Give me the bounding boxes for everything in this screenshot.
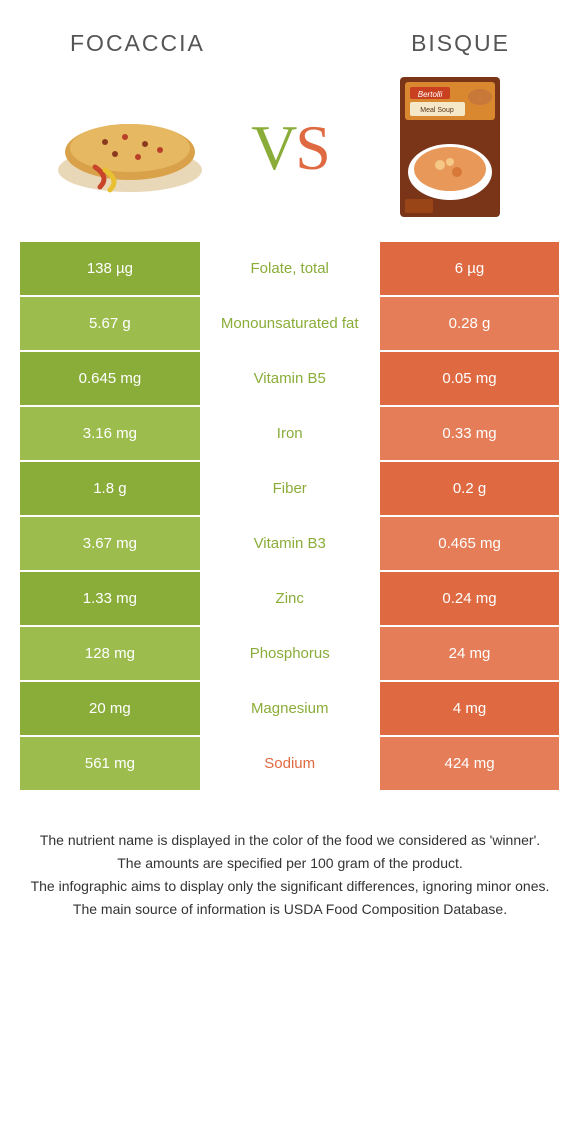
nutrient-label: Phosphorus xyxy=(200,627,380,680)
left-value: 128 mg xyxy=(20,627,200,680)
bisque-image: Bertolli Meal Soup xyxy=(370,77,530,217)
vs-v: V xyxy=(251,112,295,183)
title-left: Focaccia xyxy=(70,30,205,57)
left-value: 20 mg xyxy=(20,682,200,735)
table-row: 20 mgMagnesium4 mg xyxy=(20,682,560,735)
svg-text:Meal Soup: Meal Soup xyxy=(420,107,454,114)
right-value: 4 mg xyxy=(380,682,560,735)
table-row: 128 mgPhosphorus24 mg xyxy=(20,627,560,680)
nutrient-label: Iron xyxy=(200,407,380,460)
nutrient-label: Fiber xyxy=(200,462,380,515)
table-row: 1.8 gFiber0.2 g xyxy=(20,462,560,515)
right-value: 0.33 mg xyxy=(380,407,560,460)
focaccia-image xyxy=(50,77,210,217)
table-row: 561 mgSodium424 mg xyxy=(20,737,560,790)
table-row: 5.67 gMonounsaturated fat0.28 g xyxy=(20,297,560,350)
right-value: 6 µg xyxy=(380,242,560,295)
title-right: Bisque xyxy=(411,30,510,57)
right-value: 424 mg xyxy=(380,737,560,790)
right-value: 0.465 mg xyxy=(380,517,560,570)
left-value: 138 µg xyxy=(20,242,200,295)
nutrient-label: Folate, total xyxy=(200,242,380,295)
left-value: 3.67 mg xyxy=(20,517,200,570)
table-row: 0.645 mgVitamin B50.05 mg xyxy=(20,352,560,405)
vs-label: VS xyxy=(251,110,329,185)
table-row: 3.16 mgIron0.33 mg xyxy=(20,407,560,460)
left-value: 0.645 mg xyxy=(20,352,200,405)
left-value: 561 mg xyxy=(20,737,200,790)
footer-line-4: The main source of information is USDA F… xyxy=(30,899,550,920)
header: Focaccia Bisque xyxy=(0,0,580,67)
vs-s: S xyxy=(295,112,329,183)
right-value: 0.28 g xyxy=(380,297,560,350)
right-value: 0.2 g xyxy=(380,462,560,515)
table-row: 138 µgFolate, total6 µg xyxy=(20,242,560,295)
nutrient-label: Zinc xyxy=(200,572,380,625)
nutrient-label: Vitamin B5 xyxy=(200,352,380,405)
footer-line-3: The infographic aims to display only the… xyxy=(30,876,550,897)
right-value: 0.24 mg xyxy=(380,572,560,625)
footer-line-1: The nutrient name is displayed in the co… xyxy=(30,830,550,851)
nutrient-label: Magnesium xyxy=(200,682,380,735)
left-value: 3.16 mg xyxy=(20,407,200,460)
left-value: 5.67 g xyxy=(20,297,200,350)
left-value: 1.33 mg xyxy=(20,572,200,625)
nutrient-label: Vitamin B3 xyxy=(200,517,380,570)
right-value: 0.05 mg xyxy=(380,352,560,405)
svg-text:Bertolli: Bertolli xyxy=(417,90,442,99)
table-row: 3.67 mgVitamin B30.465 mg xyxy=(20,517,560,570)
table-row: 1.33 mgZinc0.24 mg xyxy=(20,572,560,625)
left-value: 1.8 g xyxy=(20,462,200,515)
images-row: VS Bertolli Meal Soup xyxy=(0,67,580,242)
nutrient-label: Monounsaturated fat xyxy=(200,297,380,350)
nutrient-label: Sodium xyxy=(200,737,380,790)
comparison-table: 138 µgFolate, total6 µg5.67 gMonounsatur… xyxy=(20,242,560,790)
footer-line-2: The amounts are specified per 100 gram o… xyxy=(30,853,550,874)
footer-notes: The nutrient name is displayed in the co… xyxy=(30,830,550,920)
right-value: 24 mg xyxy=(380,627,560,680)
